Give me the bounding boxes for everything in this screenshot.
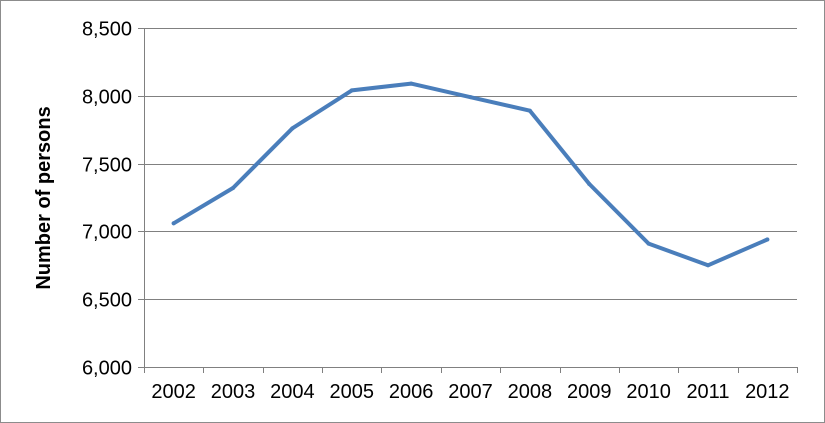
y-tick-label: 8,500 (82, 19, 132, 41)
x-tick-label: 2005 (330, 381, 375, 403)
x-tick-label: 2010 (626, 381, 671, 403)
y-tick-label: 7,500 (82, 155, 132, 177)
axes (138, 28, 798, 373)
data-point (468, 95, 473, 100)
y-axis-title: Number of persons (33, 106, 55, 289)
gridlines (144, 28, 797, 300)
data-point (231, 186, 236, 191)
x-tick-label: 2009 (567, 381, 612, 403)
x-tick-label: 2003 (211, 381, 256, 403)
x-tick-labels: 2002 2003 2004 2005 2006 2007 2008 2009 2010 2011… (151, 381, 789, 403)
data-point (705, 263, 710, 268)
y-tick-label: 8,000 (82, 87, 132, 109)
x-tick-label: 2002 (151, 381, 196, 403)
x-tick-label: 2011 (686, 381, 729, 403)
data-point (290, 126, 295, 131)
x-tick-label: 2007 (448, 381, 493, 403)
x-tick-label: 2012 (745, 381, 790, 403)
y-tick-labels: 6,000 6,500 7,000 7,500 8,000 8,500 (82, 19, 132, 380)
series-lines (171, 81, 770, 268)
x-tick-label: 2008 (508, 381, 553, 403)
series-line (171, 81, 770, 268)
data-point (409, 81, 414, 86)
x-tick-label: 2006 (389, 381, 434, 403)
data-point (349, 88, 354, 93)
data-point (587, 181, 592, 186)
y-tick-label: 7,000 (82, 222, 132, 244)
data-point (765, 237, 770, 242)
x-tick-label: 2004 (270, 381, 315, 403)
y-tick-label: 6,000 (82, 358, 132, 380)
data-point (527, 108, 532, 113)
y-tick-label: 6,500 (82, 290, 132, 312)
data-point (171, 221, 176, 226)
data-point (646, 241, 651, 246)
